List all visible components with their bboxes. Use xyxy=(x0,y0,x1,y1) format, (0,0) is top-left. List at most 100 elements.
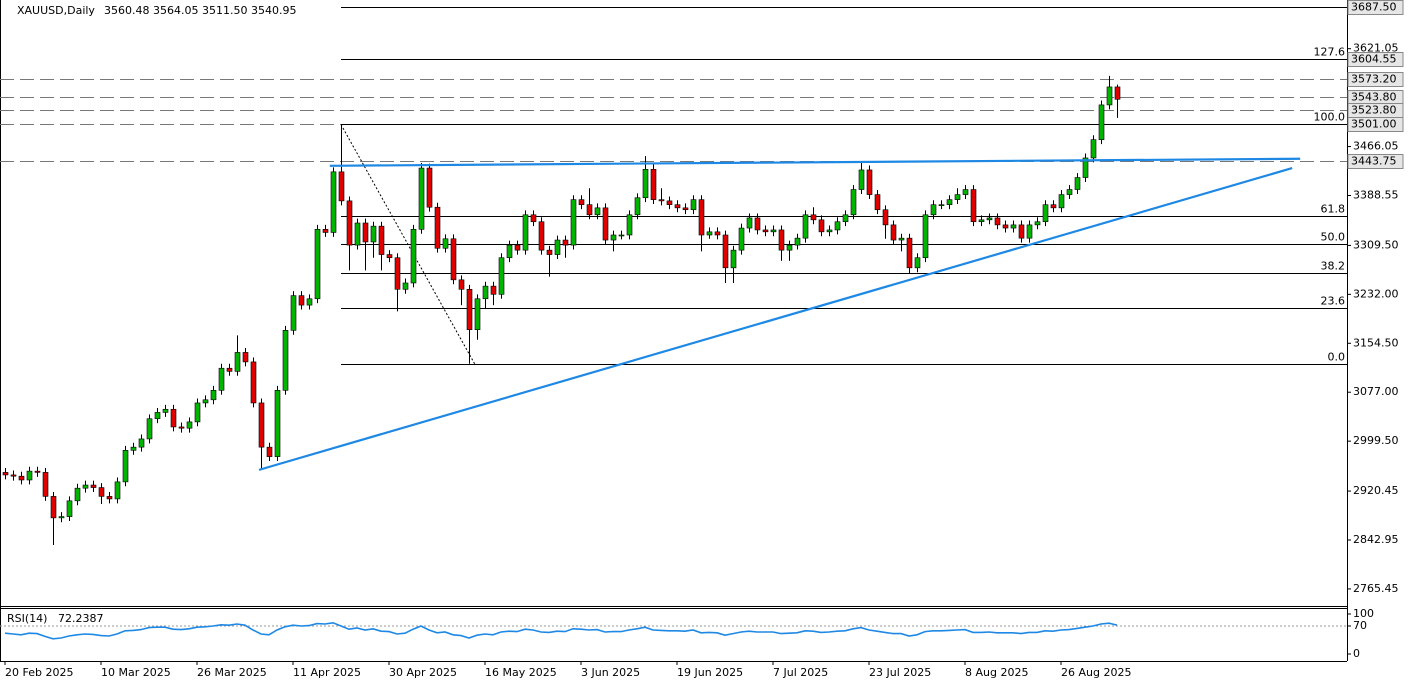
candle-body xyxy=(834,221,841,231)
candle-body xyxy=(1114,86,1121,100)
y-tick-label: 3621.05 xyxy=(1353,42,1399,55)
trend-line xyxy=(329,157,1301,167)
candle-body xyxy=(1106,86,1113,106)
candle-body xyxy=(50,496,57,519)
candle-body xyxy=(442,238,449,249)
candle-body xyxy=(722,234,729,269)
candle-body xyxy=(674,204,681,209)
candle-body xyxy=(650,169,657,200)
candle-body xyxy=(258,402,265,448)
candle-body xyxy=(866,169,873,195)
y-tick-label: 3232.00 xyxy=(1353,287,1399,300)
candle-body xyxy=(170,408,177,428)
x-tick-label: 16 May 2025 xyxy=(485,666,557,679)
candle-body xyxy=(730,249,737,269)
ohlc-close: 3540.95 xyxy=(251,4,297,17)
candle-body xyxy=(210,390,217,401)
candle-body xyxy=(402,282,409,290)
candle-body xyxy=(370,225,377,243)
candle-body xyxy=(514,244,521,251)
candle-body xyxy=(506,244,513,259)
candle-body xyxy=(634,197,641,216)
x-tick-label: 10 Mar 2025 xyxy=(101,666,171,679)
price-level-box xyxy=(1347,154,1404,169)
candle-body xyxy=(618,234,625,237)
price-level-label: 3523.80 xyxy=(1351,104,1397,117)
candle-body xyxy=(394,257,401,290)
candle-body xyxy=(970,189,977,223)
candle-body xyxy=(1082,157,1089,178)
candle-body xyxy=(602,207,609,241)
price-level-box xyxy=(1347,52,1404,67)
candle-body xyxy=(850,189,857,216)
candle-body xyxy=(778,229,785,251)
candle-body xyxy=(922,214,929,259)
candle-body xyxy=(106,496,113,500)
candle-body xyxy=(586,204,593,216)
candle-body xyxy=(842,214,849,223)
candle-body xyxy=(962,189,969,195)
candle-body xyxy=(26,470,33,481)
y-tick-label: 3077.00 xyxy=(1353,385,1399,398)
x-tick-label: 11 Apr 2025 xyxy=(293,666,361,679)
symbol-title: XAUUSD,Daily xyxy=(17,4,95,17)
candle-body xyxy=(1090,139,1097,159)
candle-body xyxy=(642,169,649,199)
x-tick-label: 3 Jun 2025 xyxy=(581,666,640,679)
candle-body xyxy=(578,199,585,205)
candle-body xyxy=(682,207,689,211)
candle-body xyxy=(714,231,721,236)
x-tick-label: 7 Jul 2025 xyxy=(773,666,828,679)
candle-body xyxy=(474,298,481,331)
y-tick-label: 3309.50 xyxy=(1353,238,1399,251)
candle-body xyxy=(874,194,881,211)
candle-body xyxy=(346,200,353,246)
candle-body xyxy=(98,487,105,497)
candle-body xyxy=(378,225,385,255)
x-tick-label: 20 Feb 2025 xyxy=(5,666,73,679)
fib-level-label: 50.0 xyxy=(1321,231,1346,244)
candle-body xyxy=(306,298,313,306)
candle-body xyxy=(1098,104,1105,140)
y-tick-label: 2920.45 xyxy=(1353,484,1399,497)
candle-body xyxy=(538,221,545,251)
y-tick-label: 3466.05 xyxy=(1353,140,1399,153)
x-tick-label: 30 Apr 2025 xyxy=(389,666,457,679)
candle-body xyxy=(58,516,65,519)
price-level-label: 3501.00 xyxy=(1351,118,1397,131)
candle-body xyxy=(522,214,529,251)
candle-body xyxy=(898,237,905,241)
ohlc-high: 3564.05 xyxy=(153,4,199,17)
candle-body xyxy=(250,361,257,404)
candle-body xyxy=(194,402,201,423)
candle-body xyxy=(658,199,665,202)
candle-body xyxy=(314,229,321,300)
candle-body xyxy=(1002,224,1009,229)
indicator-value: 72.2387 xyxy=(58,612,104,625)
y-tick-label: 3154.50 xyxy=(1353,336,1399,349)
candle-body xyxy=(10,474,17,477)
candle-body xyxy=(594,207,601,216)
candle-body xyxy=(626,214,633,236)
candle-body xyxy=(2,472,9,476)
candle-body xyxy=(690,199,697,211)
candle-body xyxy=(858,169,865,190)
candle-body xyxy=(178,426,185,429)
candle-body xyxy=(914,257,921,269)
candle-body xyxy=(1066,189,1073,195)
candle-body xyxy=(242,352,249,363)
rsi-tick-label: 0 xyxy=(1353,647,1360,660)
price-level-label: 3573.20 xyxy=(1351,73,1397,86)
candle-body xyxy=(1010,224,1017,229)
candle-body xyxy=(138,438,145,448)
price-level-label: 3604.55 xyxy=(1351,53,1397,66)
candle-body xyxy=(562,239,569,246)
candle-body xyxy=(154,412,161,420)
rsi-tick-label: 100 xyxy=(1353,607,1374,620)
candle-body xyxy=(290,295,297,331)
y-tick-label: 2842.95 xyxy=(1353,533,1399,546)
candle-body xyxy=(186,421,193,429)
candle-body xyxy=(746,217,753,229)
candle-body xyxy=(1034,221,1041,226)
